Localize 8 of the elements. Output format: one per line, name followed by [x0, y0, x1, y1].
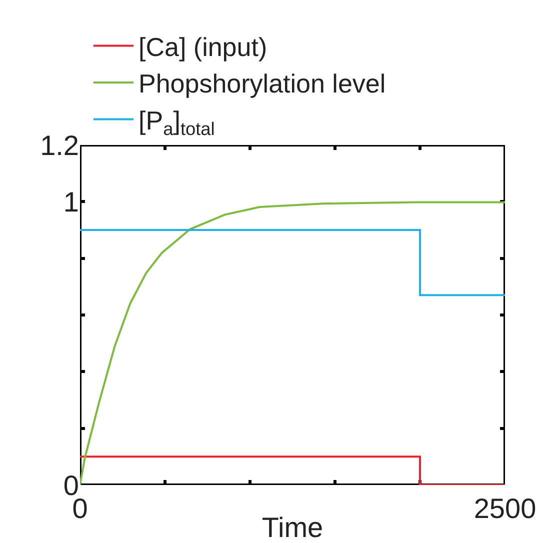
x-tick-label: 2500 — [474, 493, 536, 524]
legend-label: [P$_{a}$]$_{total}$ — [138, 105, 215, 139]
y-tick-label: 1 — [63, 186, 79, 218]
legend-label: Phopshorylation level — [138, 68, 386, 99]
y-tick-label: 1.2 — [40, 130, 79, 161]
legend-label: [Ca] (input) — [138, 32, 268, 62]
x-axis-title: Time — [262, 512, 324, 543]
line-series — [80, 201, 505, 485]
